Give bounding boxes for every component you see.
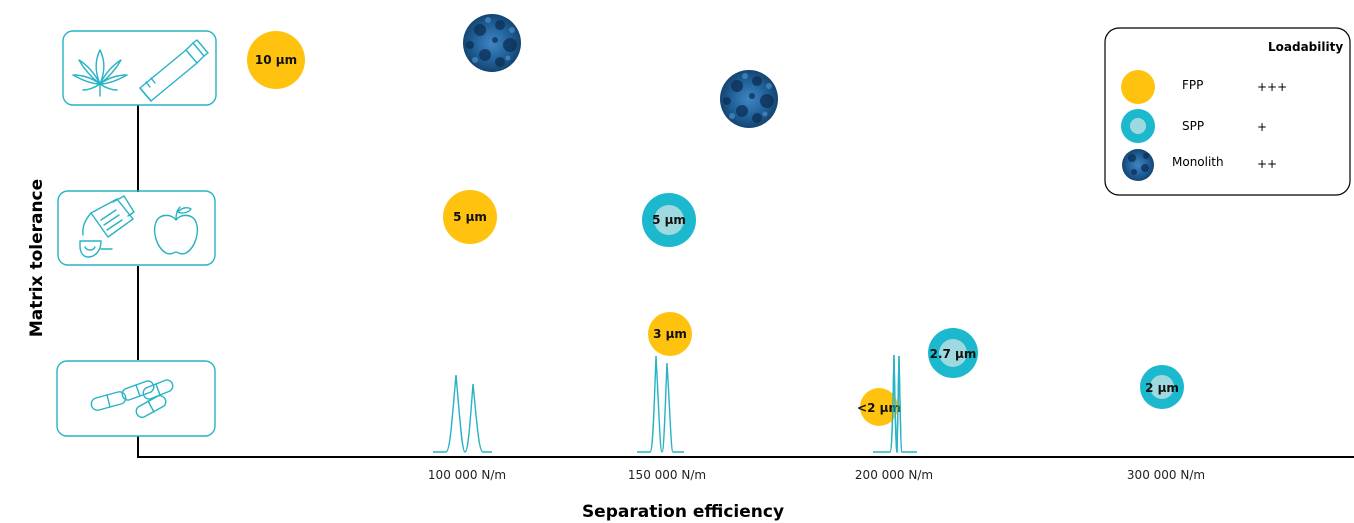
fpp-particle-3um (648, 312, 692, 356)
particle-label: 3 µm (653, 327, 687, 341)
y-axis-label: Matrix tolerance (27, 179, 47, 337)
spp-core (1150, 375, 1174, 399)
legend-item-value: +++ (1257, 80, 1287, 94)
peak-pair-100k (433, 374, 492, 453)
peak-pair-150k (637, 355, 684, 453)
legend: Loadability FPP +++ SPP + Monolith ++ (1104, 27, 1351, 196)
matrix-box-high (62, 30, 217, 106)
monolith-particles (463, 14, 778, 128)
peak-pair-200k-overlay (889, 354, 903, 453)
x-tick-label: 150 000 N/m (628, 468, 706, 482)
matrix-box-medium (57, 190, 216, 266)
spp-core (654, 205, 684, 235)
matrix-box-low (56, 360, 216, 437)
axes (137, 105, 1354, 458)
apple-icon (153, 206, 199, 255)
legend-header: Loadability (1268, 40, 1343, 54)
spp-particles: 5 µm 2.7 µm 2 µm (642, 193, 1184, 409)
monolith-particle-1 (463, 14, 521, 72)
legend-item-label: SPP (1182, 119, 1204, 133)
ointment-tube-icon (139, 39, 209, 102)
legend-item-value: ++ (1257, 157, 1277, 171)
legend-item-value: + (1257, 120, 1267, 134)
particle-label: <2 µm (857, 401, 901, 415)
fpp-particle-5um (443, 190, 497, 244)
particle-label: 2.7 µm (930, 347, 977, 361)
particle-label: 2 µm (1145, 381, 1179, 395)
capsules-icon (90, 379, 174, 418)
particle-label: 5 µm (652, 213, 686, 227)
x-axis-label: Separation efficiency (582, 502, 784, 522)
fpp-particle-lt2um (860, 388, 898, 426)
legend-box (1104, 27, 1351, 196)
legend-monolith-swatch (1122, 149, 1154, 181)
x-tick-label: 300 000 N/m (1127, 468, 1205, 482)
legend-spp-core (1130, 118, 1146, 134)
cannabis-leaf-icon (72, 49, 128, 97)
x-tick-label: 200 000 N/m (855, 468, 933, 482)
legend-item-label: FPP (1182, 78, 1203, 92)
fpp-particle-10um (247, 31, 305, 89)
x-tick-label: 100 000 N/m (428, 468, 506, 482)
spp-core (939, 339, 967, 367)
legend-item-label: Monolith (1172, 155, 1224, 169)
medicine-bottle-icon (79, 195, 135, 258)
chromatogram-peaks (433, 354, 917, 453)
monolith-particle-2 (720, 70, 778, 128)
particle-label: 5 µm (453, 210, 487, 224)
particle-label: 10 µm (255, 53, 297, 67)
fpp-particles: 10 µm 5 µm 3 µm <2 µm (247, 31, 901, 426)
legend-fpp-swatch (1121, 70, 1155, 104)
